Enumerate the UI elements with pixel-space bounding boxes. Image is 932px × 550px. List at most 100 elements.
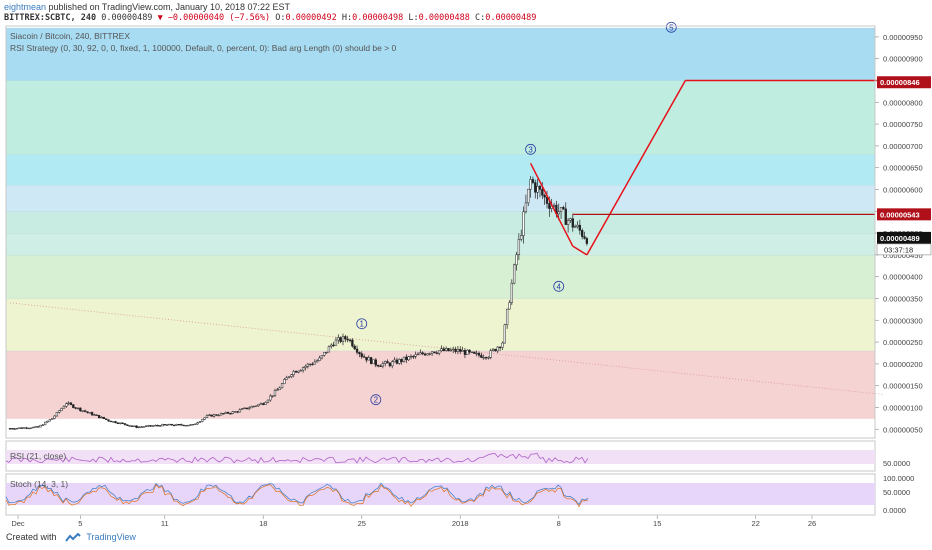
candle-body-208 (496, 346, 499, 352)
projection-segment-2 (586, 80, 687, 256)
candle-body-246 (585, 238, 589, 244)
rsi-tick-label: 50.0000 (883, 459, 910, 468)
candle-body-178 (426, 353, 429, 356)
candle-body-93 (226, 411, 230, 414)
candle-body-221 (527, 188, 530, 204)
candle-body-126 (304, 366, 307, 368)
candle-body-169 (405, 356, 408, 361)
candle-body-15 (44, 421, 47, 426)
candle-body-28 (74, 407, 77, 409)
candle-body-65 (161, 424, 164, 427)
candle-body-60 (149, 425, 152, 427)
fib-band-5 (6, 185, 875, 212)
candle-body-142 (341, 336, 345, 342)
published-text: published on TradingView.com, January 10… (48, 2, 291, 12)
y-tick-label-16: 0.00000150 (883, 382, 923, 391)
candle-body-119 (287, 376, 291, 378)
candle-body-143 (344, 336, 347, 340)
candle-body-72 (177, 424, 180, 426)
candle-body-70 (173, 424, 176, 427)
candle-body-244 (581, 230, 584, 237)
candle-body-89 (217, 414, 220, 417)
candle-body-214 (510, 282, 513, 303)
price-change: ▼ −0.00000040 (−7.56%) (157, 13, 271, 23)
high-value: 0.00000498 (352, 13, 404, 23)
candle-body-110 (266, 399, 270, 403)
candle-body-161 (386, 361, 389, 364)
candle-body-94 (229, 413, 232, 415)
candle-body-149 (358, 352, 361, 355)
candle-body-97 (236, 411, 239, 413)
candle-body-27 (72, 404, 75, 408)
candle-body-0 (8, 428, 12, 430)
candle-body-48 (121, 422, 124, 424)
candle-body-105 (255, 405, 258, 407)
projection-segment-0 (529, 162, 574, 247)
candle-body-61 (151, 425, 155, 427)
candle-body-164 (393, 359, 396, 363)
candle-body-193 (461, 350, 464, 352)
candle-body-144 (346, 338, 349, 341)
x-tick-label-0: Dec (11, 519, 25, 528)
wave-label-circle-3 (525, 143, 536, 155)
author-link[interactable]: eightmean (4, 2, 47, 12)
candle-body-63 (156, 425, 159, 427)
candle-body-109 (264, 402, 267, 405)
candle-body-215 (513, 264, 516, 284)
candle-body-117 (283, 379, 286, 384)
y-tick-label-0: 0.00000950 (883, 33, 923, 42)
candle-body-187 (447, 348, 450, 352)
candle-body-183 (437, 350, 441, 354)
symbol-text: BITTREX:SCBTC, 240 (4, 13, 97, 23)
candle-body-118 (285, 377, 288, 380)
candle-body-189 (452, 348, 455, 351)
price-tag-target: 0.00000846 (880, 78, 920, 87)
candle-body-102 (248, 407, 251, 410)
candle-body-33 (86, 411, 89, 413)
candle-body-171 (409, 355, 413, 358)
candle-body-141 (339, 337, 342, 342)
candle-body-87 (212, 414, 216, 417)
candle-body-49 (123, 423, 127, 425)
wave-label-circle-2 (370, 394, 382, 406)
candle-body-174 (416, 353, 420, 356)
candle-body-29 (76, 407, 80, 410)
candle-body-206 (491, 348, 495, 351)
y-tick-label-18: 0.00000050 (883, 425, 923, 434)
price-tag-last-bg (877, 231, 931, 244)
candle-body-140 (337, 337, 340, 341)
candle-body-122 (294, 371, 298, 373)
candle-body-95 (231, 411, 234, 414)
x-tick-label-6: 8 (557, 519, 561, 528)
candle-body-5 (20, 427, 23, 429)
y-tick-label-7: 0.00000600 (883, 185, 923, 194)
open-value: 0.00000492 (285, 13, 337, 23)
candle-body-226 (538, 185, 542, 190)
candle-body-166 (398, 359, 401, 364)
candle-body-73 (180, 424, 183, 426)
candle-body-152 (365, 356, 368, 361)
candle-body-154 (369, 357, 373, 364)
candle-body-86 (210, 414, 213, 417)
candle-body-58 (144, 425, 148, 427)
tradingview-brand[interactable]: TradingView (86, 532, 136, 542)
candle-body-168 (402, 356, 406, 362)
candle-body-114 (276, 389, 279, 391)
candle-body-136 (327, 346, 331, 353)
candle-body-104 (252, 405, 256, 408)
candle-body-8 (27, 427, 30, 430)
candle-body-17 (48, 419, 52, 422)
y-tick-label-4: 0.00000750 (883, 120, 923, 129)
candle-body-159 (381, 363, 385, 367)
candle-body-121 (292, 371, 295, 375)
candle-body-52 (130, 425, 134, 427)
candle-body-162 (388, 362, 392, 367)
candle-body-40 (102, 416, 105, 420)
candle-body-130 (313, 361, 317, 365)
candle-body-47 (119, 422, 122, 424)
candle-body-158 (379, 365, 382, 367)
candle-body-35 (90, 412, 94, 416)
candle-body-34 (88, 412, 91, 414)
candle-body-207 (494, 348, 497, 352)
